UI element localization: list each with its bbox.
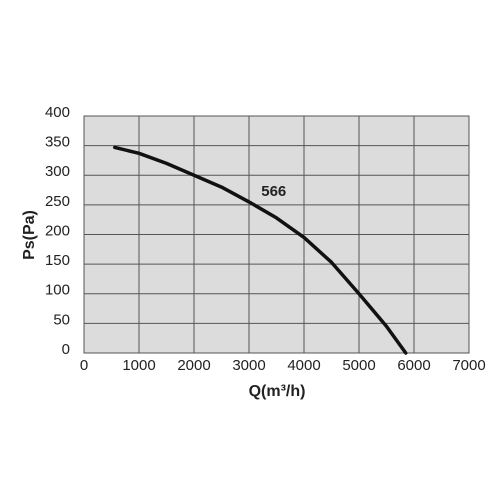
- x-tick-label: 3000: [232, 357, 265, 374]
- x-axis-label: Q(m³/h): [249, 383, 306, 400]
- y-tick-label: 300: [45, 163, 70, 180]
- x-tick-label: 5000: [342, 357, 375, 374]
- x-tick-label: 6000: [397, 357, 430, 374]
- x-tick-label: 4000: [287, 357, 320, 374]
- x-tick-label: 7000: [452, 357, 485, 374]
- y-tick-label: 150: [45, 252, 70, 269]
- data-line: [113, 145, 408, 355]
- x-tick-label: 2000: [177, 357, 210, 374]
- y-tick-label: 400: [45, 104, 70, 121]
- x-tick-label: 0: [80, 357, 88, 374]
- y-tick-label: 50: [53, 311, 70, 328]
- y-tick-label: 100: [45, 282, 70, 299]
- y-tick-label: 350: [45, 134, 70, 151]
- annotation: 566: [261, 183, 286, 200]
- y-tick-label: 0: [62, 341, 70, 358]
- x-tick-label: 1000: [122, 357, 155, 374]
- y-tick-label: 250: [45, 193, 70, 210]
- y-axis-label: Ps(Pa): [21, 210, 38, 260]
- y-tick-label: 200: [45, 222, 70, 239]
